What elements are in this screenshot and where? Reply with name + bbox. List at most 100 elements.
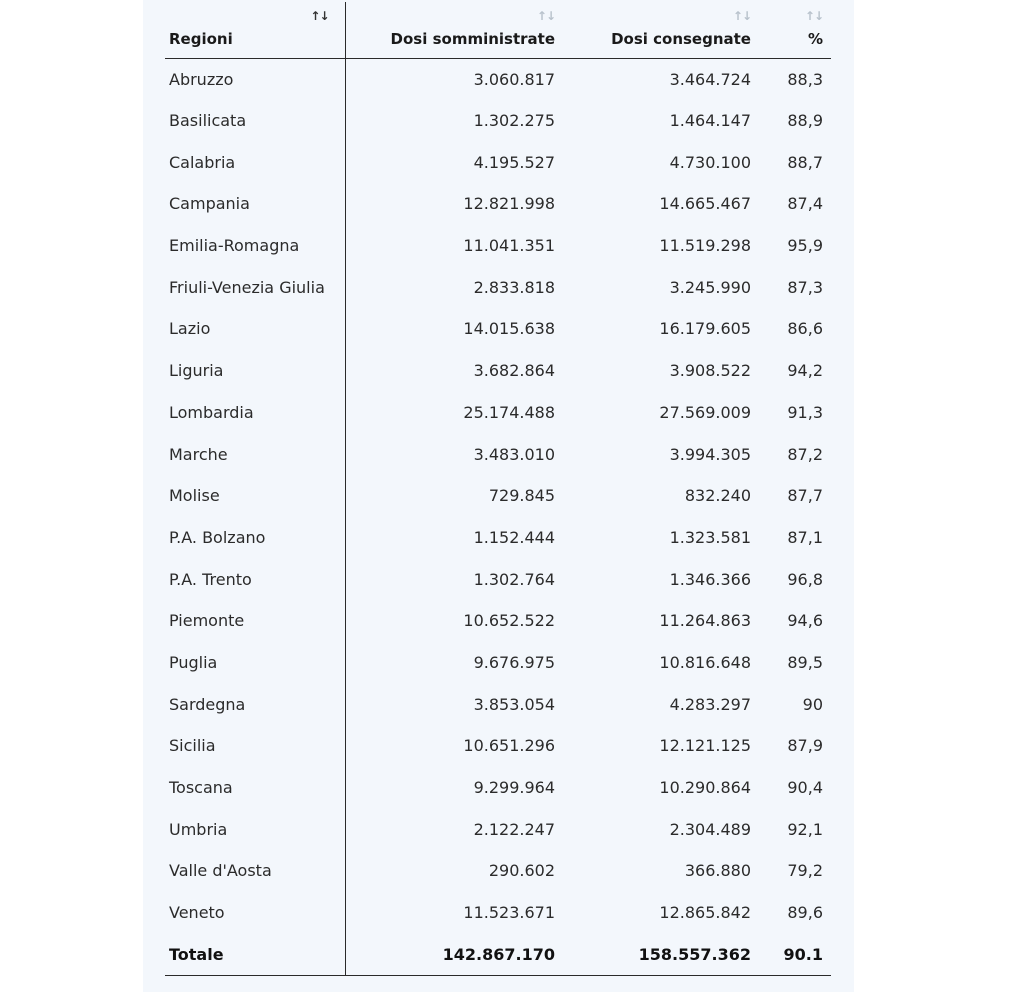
delivered-cell: 11.519.298 <box>659 236 751 256</box>
administered-cell: 14.015.638 <box>463 319 555 339</box>
administered-cell: 10.651.296 <box>463 736 555 756</box>
sort-arrows-icon[interactable]: ↑↓ <box>804 9 824 23</box>
administered-cell: 290.602 <box>488 861 555 881</box>
table-row: Piemonte 10.652.522 11.264.863 94,6 <box>165 599 831 642</box>
region-cell: Marche <box>165 433 346 475</box>
region-cell: Basilicata <box>165 99 346 142</box>
table-row: Sicilia 10.651.296 12.121.125 87,9 <box>165 725 831 767</box>
region-cell: Lombardia <box>165 391 346 434</box>
region-cell: Umbria <box>165 808 346 851</box>
delivered-cell: 10.290.864 <box>659 778 751 798</box>
region-cell: Calabria <box>165 141 346 184</box>
table-row: Liguria 3.682.864 3.908.522 94,2 <box>165 349 831 392</box>
table-row: Veneto 11.523.671 12.865.842 89,6 <box>165 891 831 934</box>
administered-cell: 12.821.998 <box>463 194 555 214</box>
percent-cell: 87,4 <box>787 194 823 214</box>
table-row: Emilia-Romagna 11.041.351 11.519.298 95,9 <box>165 224 831 267</box>
delivered-cell: 11.264.863 <box>659 611 751 631</box>
percent-cell: 87,9 <box>787 736 823 756</box>
percent-cell: 79,2 <box>787 861 823 881</box>
total-administered: 142.867.170 <box>345 933 563 976</box>
delivered-cell: 27.569.009 <box>659 402 751 422</box>
administered-cell: 25.174.488 <box>463 402 555 422</box>
delivered-cell: 14.665.467 <box>659 194 751 214</box>
column-header-dosi-consegnate[interactable]: ↑↓ Dosi consegnate <box>563 2 759 59</box>
table-row: Basilicata 1.302.275 1.464.147 88,9 <box>165 99 831 142</box>
region-cell: Veneto <box>165 891 346 934</box>
administered-cell: 3.682.864 <box>473 361 555 381</box>
administered-cell: 729.845 <box>488 486 555 506</box>
vaccine-doses-table: ↑↓ Regioni ↑↓ Dosi somministrate ↑↓ Dosi… <box>165 2 831 976</box>
total-percent: 90.1 <box>759 933 831 976</box>
percent-cell: 86,6 <box>787 319 823 339</box>
table-row: Lazio 14.015.638 16.179.605 86,6 <box>165 308 831 350</box>
region-cell: Molise <box>165 474 346 517</box>
percent-cell: 89,6 <box>787 903 823 923</box>
percent-cell: 90 <box>802 694 823 714</box>
percent-cell: 94,6 <box>787 611 823 631</box>
administered-cell: 10.652.522 <box>463 611 555 631</box>
administered-cell: 9.299.964 <box>473 778 555 798</box>
region-cell: P.A. Trento <box>165 558 346 600</box>
percent-cell: 90,4 <box>787 778 823 798</box>
column-header-percent[interactable]: ↑↓ % <box>759 2 831 59</box>
table-row: Molise 729.845 832.240 87,7 <box>165 474 831 517</box>
table-row: Abruzzo 3.060.817 3.464.724 88,3 <box>165 58 831 100</box>
percent-cell: 89,5 <box>787 652 823 672</box>
delivered-cell: 366.880 <box>684 861 751 881</box>
region-cell: Piemonte <box>165 599 346 642</box>
column-header-regioni[interactable]: ↑↓ Regioni <box>165 2 346 59</box>
percent-cell: 87,2 <box>787 444 823 464</box>
region-cell: Sicilia <box>165 725 346 767</box>
delivered-cell: 12.121.125 <box>659 736 751 756</box>
percent-cell: 88,7 <box>787 152 823 172</box>
delivered-cell: 1.346.366 <box>669 569 751 589</box>
region-cell: Toscana <box>165 766 346 809</box>
percent-cell: 87,3 <box>787 277 823 297</box>
delivered-cell: 16.179.605 <box>659 319 751 339</box>
percent-cell: 87,1 <box>787 527 823 547</box>
administered-cell: 3.853.054 <box>473 694 555 714</box>
administered-cell: 1.302.275 <box>473 111 555 131</box>
delivered-cell: 4.283.297 <box>669 694 751 714</box>
percent-cell: 88,3 <box>787 69 823 89</box>
percent-cell: 88,9 <box>787 111 823 131</box>
administered-cell: 4.195.527 <box>473 152 555 172</box>
delivered-cell: 832.240 <box>684 486 751 506</box>
delivered-cell: 1.464.147 <box>669 111 751 131</box>
region-cell: Puglia <box>165 641 346 684</box>
delivered-cell: 1.323.581 <box>669 527 751 547</box>
region-cell: Liguria <box>165 349 346 392</box>
total-label: Totale <box>165 933 346 976</box>
table-total-row: Totale 142.867.170 158.557.362 90.1 <box>165 933 831 976</box>
percent-cell: 87,7 <box>787 486 823 506</box>
region-cell: Campania <box>165 183 346 225</box>
administered-cell: 2.122.247 <box>473 819 555 839</box>
table-row: Valle d'Aosta 290.602 366.880 79,2 <box>165 850 831 892</box>
region-cell: Sardegna <box>165 683 346 725</box>
administered-cell: 9.676.975 <box>473 652 555 672</box>
column-header-label: Dosi consegnate <box>611 29 751 48</box>
column-header-label: Regioni <box>169 29 233 48</box>
percent-cell: 95,9 <box>787 236 823 256</box>
region-cell: Valle d'Aosta <box>165 850 346 892</box>
delivered-cell: 2.304.489 <box>669 819 751 839</box>
table-row: Puglia 9.676.975 10.816.648 89,5 <box>165 641 831 684</box>
region-cell: Abruzzo <box>165 58 346 100</box>
sort-arrows-icon[interactable]: ↑↓ <box>310 9 329 23</box>
percent-cell: 96,8 <box>787 569 823 589</box>
sort-arrows-icon[interactable]: ↑↓ <box>536 9 556 23</box>
table-row: Umbria 2.122.247 2.304.489 92,1 <box>165 808 831 851</box>
table-row: P.A. Trento 1.302.764 1.346.366 96,8 <box>165 558 831 600</box>
region-cell: Friuli-Venezia Giulia <box>165 266 346 309</box>
table-row: Lombardia 25.174.488 27.569.009 91,3 <box>165 391 831 434</box>
table-row: Campania 12.821.998 14.665.467 87,4 <box>165 183 831 225</box>
table-row: Sardegna 3.853.054 4.283.297 90 <box>165 683 831 725</box>
table-body: Abruzzo 3.060.817 3.464.724 88,3 Basilicata 1… <box>165 58 831 934</box>
percent-cell: 94,2 <box>787 361 823 381</box>
column-header-dosi-somministrate[interactable]: ↑↓ Dosi somministrate <box>345 2 563 59</box>
sort-arrows-icon[interactable]: ↑↓ <box>732 9 752 23</box>
table-header-row: ↑↓ Regioni ↑↓ Dosi somministrate ↑↓ Dosi… <box>165 2 831 59</box>
table-row: Toscana 9.299.964 10.290.864 90,4 <box>165 766 831 809</box>
region-cell: Emilia-Romagna <box>165 224 346 267</box>
